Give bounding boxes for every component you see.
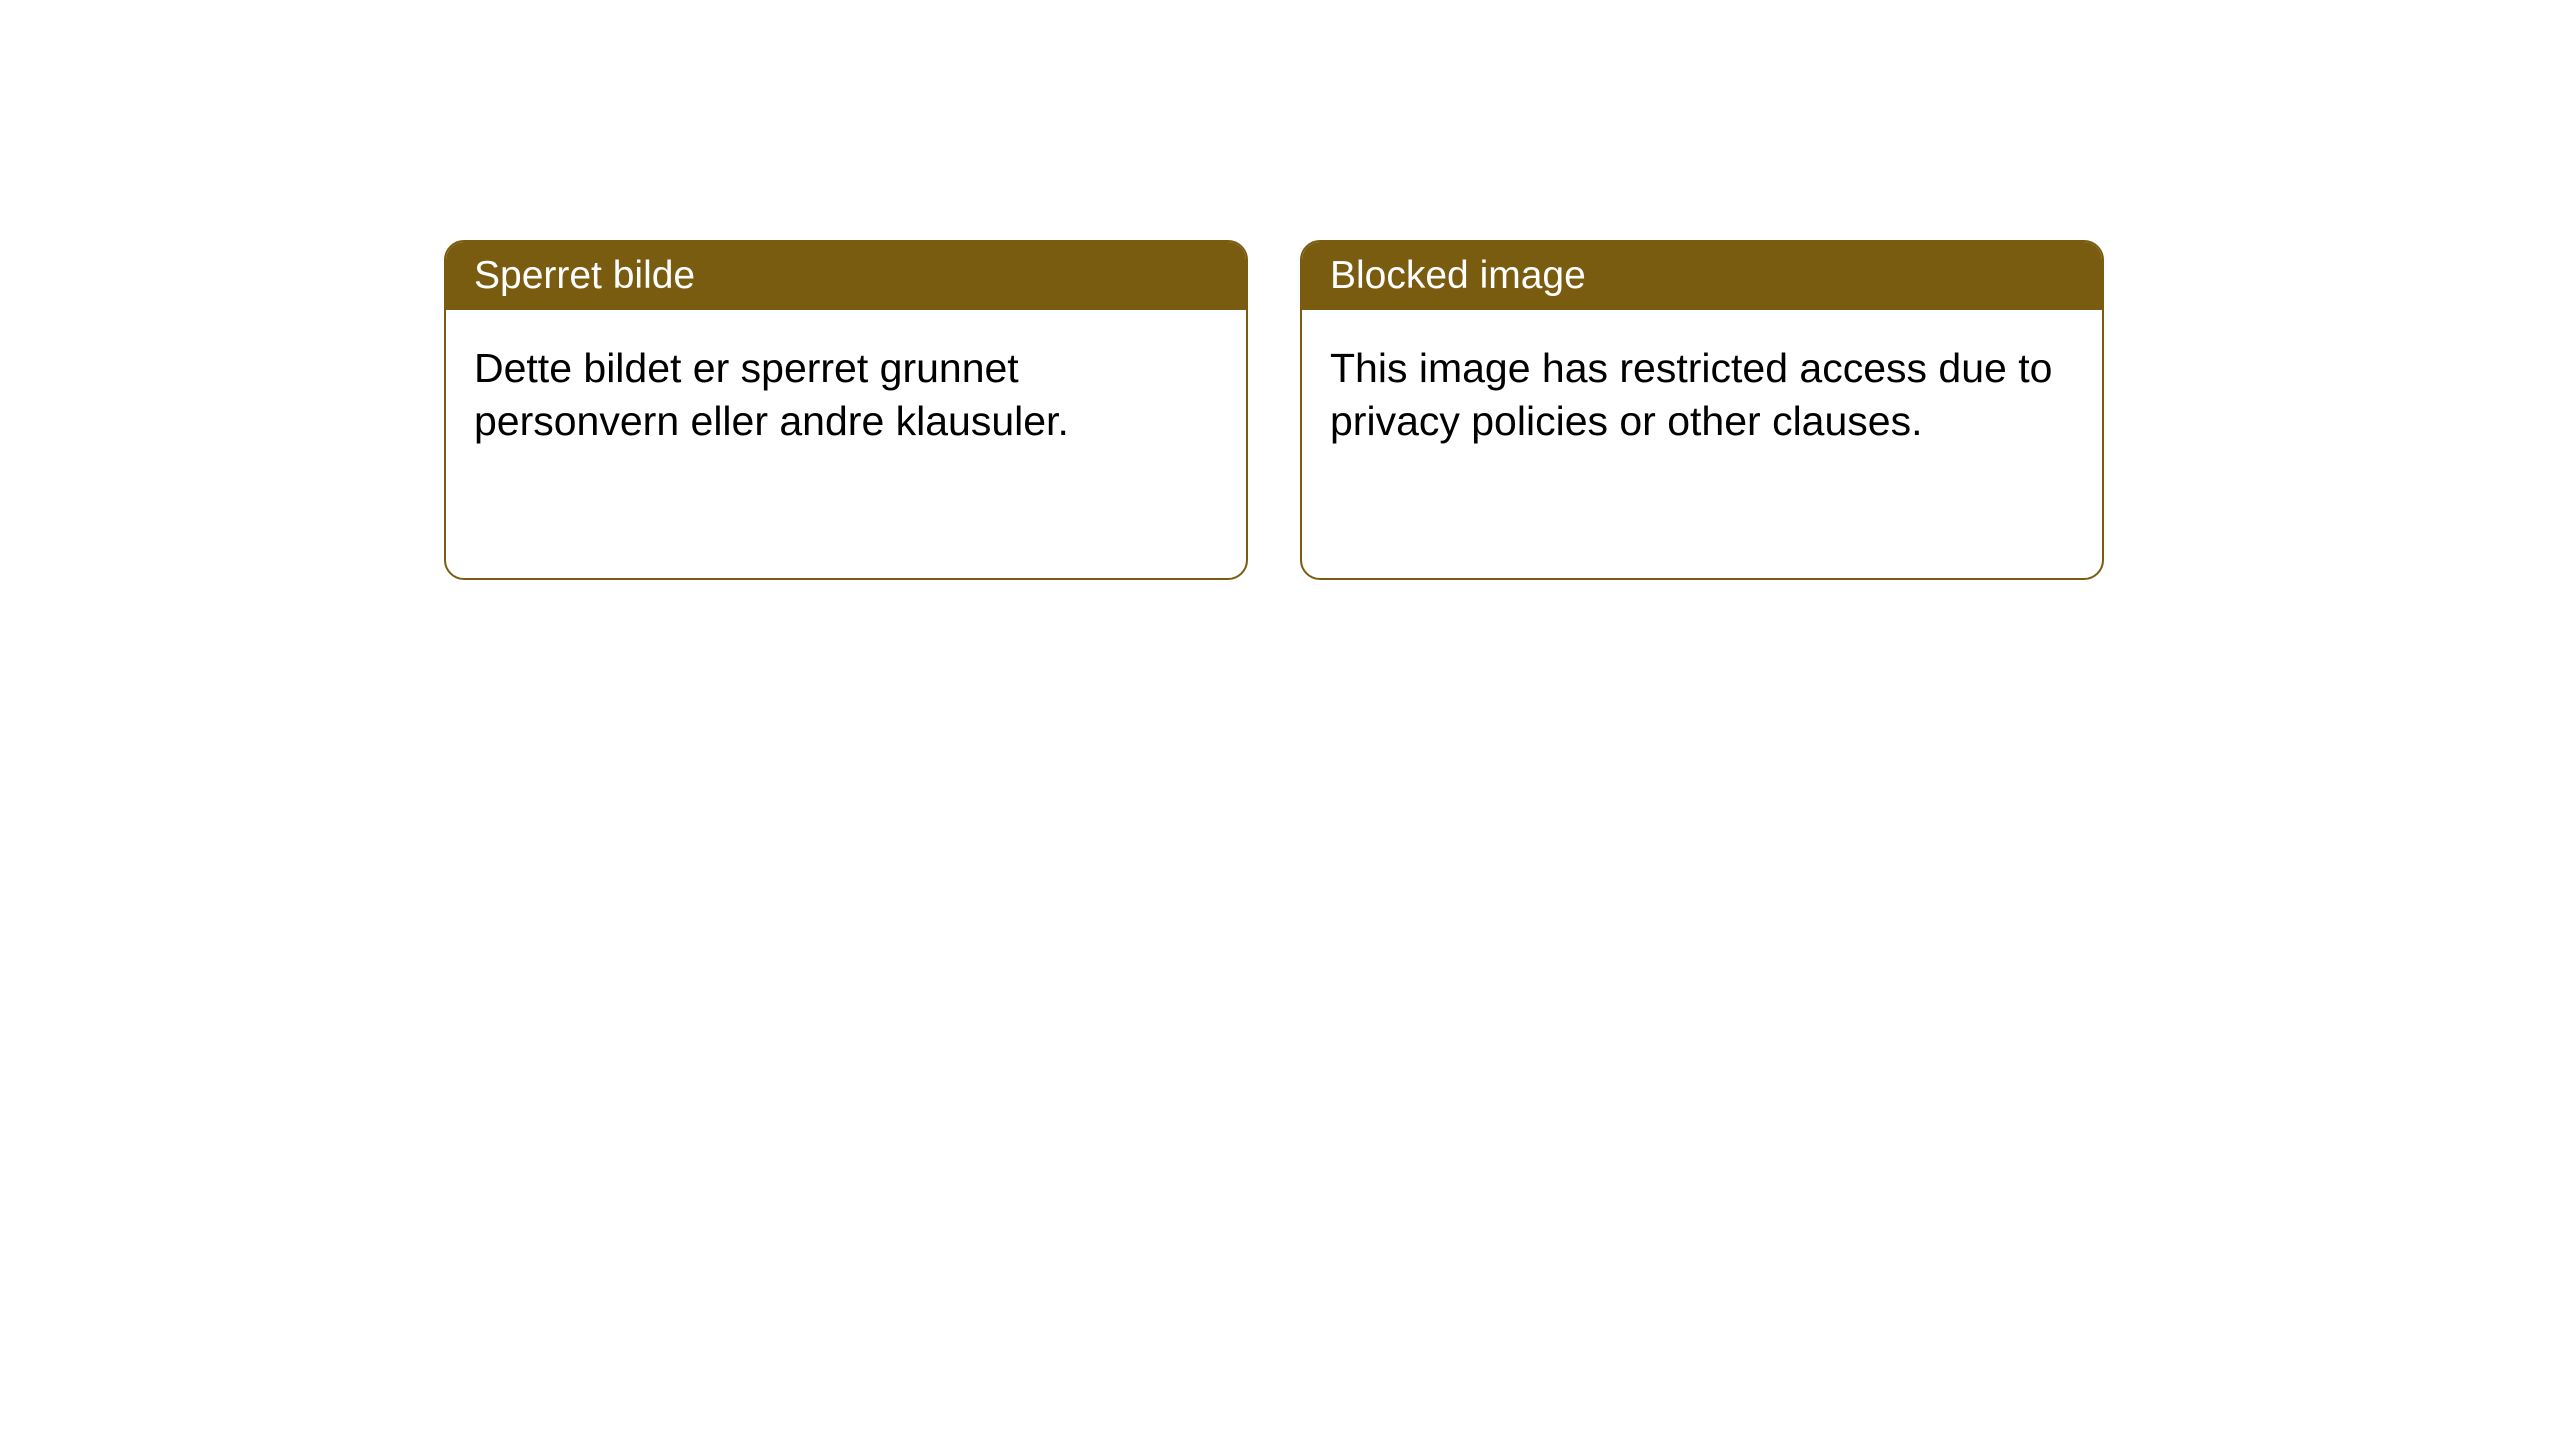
card-body: Dette bildet er sperret grunnet personve… bbox=[446, 310, 1246, 578]
notice-card-norwegian: Sperret bilde Dette bildet er sperret gr… bbox=[444, 240, 1248, 580]
card-title: Sperret bilde bbox=[446, 242, 1246, 310]
card-title: Blocked image bbox=[1302, 242, 2102, 310]
notice-cards-container: Sperret bilde Dette bildet er sperret gr… bbox=[0, 0, 2560, 580]
notice-card-english: Blocked image This image has restricted … bbox=[1300, 240, 2104, 580]
card-body: This image has restricted access due to … bbox=[1302, 310, 2102, 578]
